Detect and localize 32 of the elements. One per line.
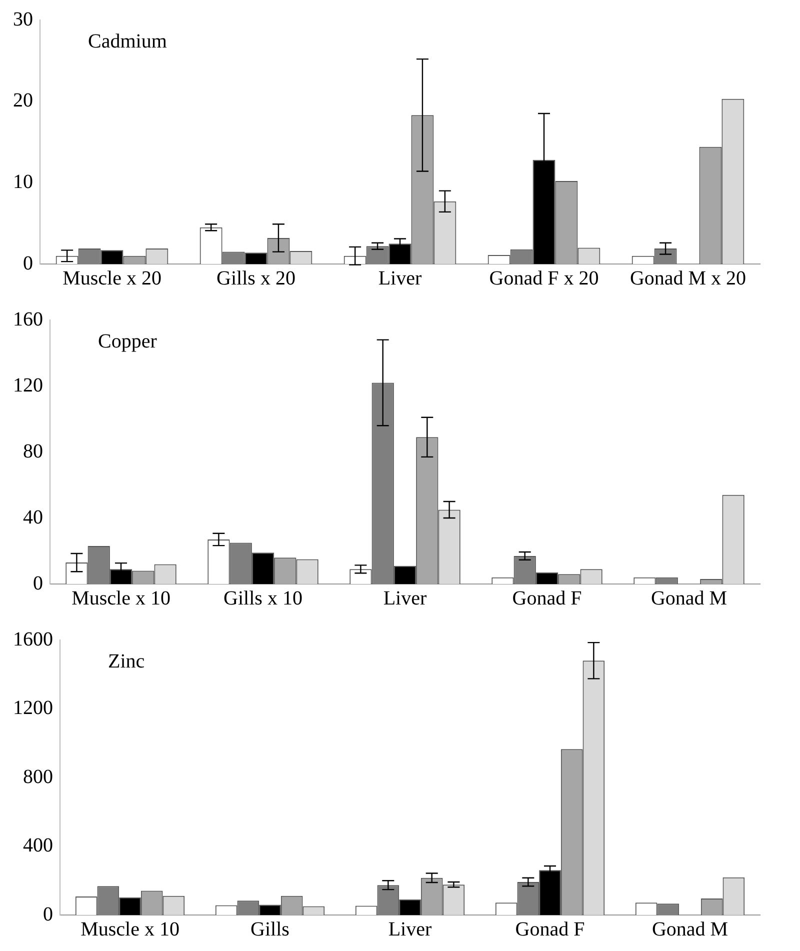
y-tick-label: 800 bbox=[23, 766, 53, 788]
x-tick-label: Liver bbox=[383, 587, 427, 610]
x-tick-label: Gills x 10 bbox=[224, 587, 302, 610]
y-tick-label: 400 bbox=[23, 834, 53, 856]
y-tick-label: 0 bbox=[43, 903, 53, 926]
text: Cadmium bbox=[88, 30, 168, 52]
x-tick-label: Gills bbox=[250, 918, 290, 940]
text: Zinc bbox=[108, 650, 145, 672]
y-tick-label: 30 bbox=[13, 8, 33, 30]
x-tick-label: Muscle x 10 bbox=[80, 918, 180, 940]
x-tick-label: Gonad F bbox=[515, 918, 585, 940]
y-tick-label: 1200 bbox=[13, 697, 53, 719]
x-tick-label: Liver bbox=[378, 267, 422, 290]
y-tick-label: 20 bbox=[13, 90, 33, 112]
y-tick-label: 120 bbox=[13, 374, 43, 396]
y-tick-label: 40 bbox=[23, 506, 43, 528]
x-tick-label: Muscle x 20 bbox=[62, 267, 162, 290]
y-tick-label: 1600 bbox=[13, 628, 53, 650]
x-tick-label: Gills x 20 bbox=[216, 267, 296, 290]
x-tick-label: Gonad M bbox=[650, 587, 728, 610]
x-tick-label: Gonad M bbox=[652, 918, 728, 940]
x-tick-label: Gonad F x 20 bbox=[489, 267, 599, 290]
y-tick-label: 80 bbox=[23, 440, 43, 462]
x-tick-label: Muscle x 10 bbox=[72, 587, 170, 610]
y-tick-label: 0 bbox=[33, 572, 43, 594]
y-tick-label: 10 bbox=[13, 170, 33, 193]
x-tick-label: Gonad M x 20 bbox=[630, 267, 746, 290]
x-tick-label: Liver bbox=[388, 918, 432, 940]
text: Copper bbox=[98, 330, 158, 352]
y-tick-label: 160 bbox=[13, 308, 43, 330]
y-tick-label: 0 bbox=[23, 252, 33, 274]
x-tick-label: Gonad F bbox=[512, 587, 582, 610]
